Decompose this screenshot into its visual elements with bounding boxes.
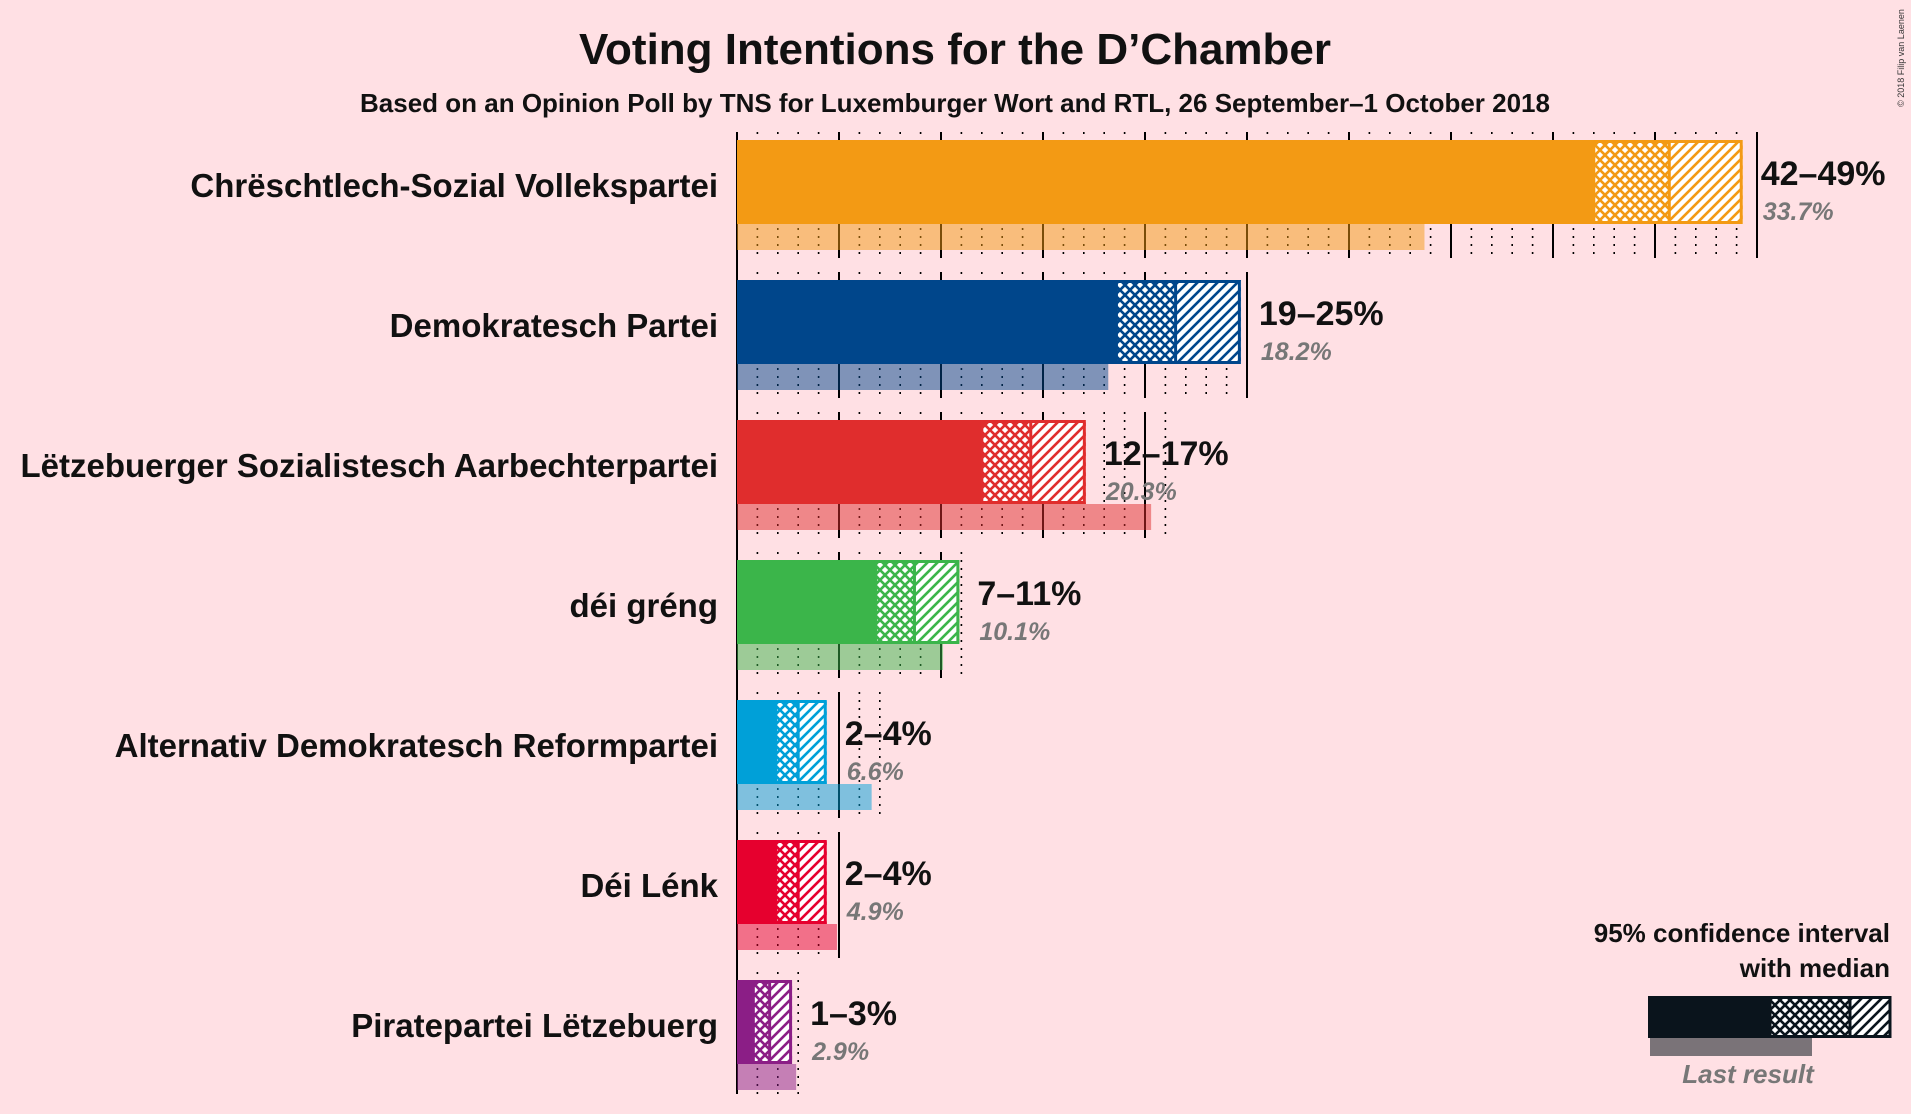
solid-bar-chreschtlech-sozial-vollekspartei: [737, 140, 1594, 224]
range-label-piratepartei-letzebuerg: 1–3%: [810, 995, 897, 1033]
ci-upper-band-alternativ-demokratesch-reformpartei: [798, 700, 827, 784]
range-label-dei-lenk: 2–4%: [845, 855, 932, 893]
legend-ci-outline: [1768, 996, 1892, 1038]
last-result-label-dei-lenk: 4.9%: [846, 898, 904, 926]
ci-outline-alternativ-demokratesch-reformpartei: [774, 700, 827, 784]
ci-upper-band-dei-lenk: [798, 840, 827, 924]
range-label-letzebuerger-sozialistesch-aarbechterpartei: 12–17%: [1104, 435, 1229, 473]
ci-lower-band-chreschtlech-sozial-vollekspartei: [1593, 140, 1670, 224]
party-label-dei-lenk: Déi Lénk: [580, 867, 718, 904]
party-label-demokratesch-partei: Demokratesch Partei: [390, 307, 718, 344]
ci-upper-band-dei-greng: [914, 560, 960, 644]
ci-lower-band-piratepartei-letzebuerg: [753, 980, 770, 1064]
last-result-bar-dei-lenk: [737, 924, 837, 950]
bars: Chrëschtlech-Sozial Vollekspartei 42–49% 3…: [20, 140, 1886, 1090]
party-letzebuerger-sozialistesch-aarbechterpartei: Lëtzebuerger Sozialistesch Aarbechterpar…: [20, 420, 1229, 530]
solid-bar-dei-greng: [737, 560, 876, 644]
copyright: © 2018 Filip van Laenen: [1896, 9, 1906, 107]
ci-lower-band-demokratesch-partei: [1116, 280, 1176, 364]
party-dei-greng: déi gréng 7–11% 10.1%: [569, 560, 1081, 670]
ci-outline-letzebuerger-sozialistesch-aarbechterpartei: [980, 420, 1086, 504]
party-label-dei-greng: déi gréng: [569, 587, 718, 624]
last-result-label-demokratesch-partei: 18.2%: [1261, 338, 1332, 366]
legend-last-result-label: Last result: [1682, 1059, 1815, 1089]
party-chreschtlech-sozial-vollekspartei: Chrëschtlech-Sozial Vollekspartei 42–49% 3…: [190, 140, 1886, 250]
solid-bar-letzebuerger-sozialistesch-aarbechterpartei: [737, 420, 982, 504]
ci-outline-piratepartei-letzebuerg: [751, 980, 793, 1064]
party-alternativ-demokratesch-reformpartei: Alternativ Demokratesch Reformpartei 2–4%…: [115, 700, 932, 810]
last-result-bar-dei-greng: [737, 644, 944, 670]
legend-ci-upper-band: [1850, 996, 1891, 1038]
last-result-label-chreschtlech-sozial-vollekspartei: 33.7%: [1763, 198, 1834, 226]
range-label-alternativ-demokratesch-reformpartei: 2–4%: [845, 715, 932, 753]
last-result-bar-piratepartei-letzebuerg: [737, 1064, 797, 1090]
ci-outline-demokratesch-partei: [1114, 280, 1241, 364]
ci-lower-band-alternativ-demokratesch-reformpartei: [775, 700, 799, 784]
ci-upper-band-piratepartei-letzebuerg: [769, 980, 793, 1064]
solid-bar-alternativ-demokratesch-reformpartei: [737, 700, 776, 784]
legend-median-label: with median: [1739, 953, 1890, 983]
ci-upper-band-demokratesch-partei: [1175, 280, 1241, 364]
last-result-label-piratepartei-letzebuerg: 2.9%: [811, 1038, 869, 1066]
party-label-letzebuerger-sozialistesch-aarbechterpartei: Lëtzebuerger Sozialistesch Aarbechterpar…: [20, 447, 718, 484]
last-result-bar-demokratesch-partei: [737, 364, 1109, 390]
ci-lower-band-dei-greng: [875, 560, 915, 644]
last-result-bar-letzebuerger-sozialistesch-aarbechterpartei: [737, 504, 1152, 530]
ci-upper-band-letzebuerger-sozialistesch-aarbechterpartei: [1030, 420, 1086, 504]
last-result-bar-chreschtlech-sozial-vollekspartei: [737, 224, 1425, 250]
party-demokratesch-partei: Demokratesch Partei 19–25% 18.2%: [390, 280, 1384, 390]
ci-lower-band-letzebuerger-sozialistesch-aarbechterpartei: [981, 420, 1031, 504]
ci-lower-band-dei-lenk: [775, 840, 799, 924]
party-label-piratepartei-letzebuerg: Piratepartei Lëtzebuerg: [351, 1007, 718, 1044]
ci-upper-band-chreschtlech-sozial-vollekspartei: [1669, 140, 1743, 224]
party-label-alternativ-demokratesch-reformpartei: Alternativ Demokratesch Reformpartei: [115, 727, 718, 764]
solid-bar-demokratesch-partei: [737, 280, 1117, 364]
ci-outline-dei-lenk: [774, 840, 827, 924]
party-piratepartei-letzebuerg: Piratepartei Lëtzebuerg 1–3% 2.9%: [351, 980, 897, 1090]
solid-bar-dei-lenk: [737, 840, 776, 924]
ci-outline-chreschtlech-sozial-vollekspartei: [1592, 140, 1743, 224]
legend-ci-label: 95% confidence interval: [1594, 918, 1890, 948]
party-label-chreschtlech-sozial-vollekspartei: Chrëschtlech-Sozial Vollekspartei: [190, 167, 718, 204]
legend-solid-bar: [1648, 996, 1770, 1038]
legend-ci-lower-band: [1770, 996, 1850, 1038]
last-result-label-dei-greng: 10.1%: [979, 618, 1050, 646]
solid-bar-piratepartei-letzebuerg: [737, 980, 754, 1064]
last-result-bar-alternativ-demokratesch-reformpartei: [737, 784, 872, 810]
party-dei-lenk: Déi Lénk 2–4% 4.9%: [580, 840, 932, 950]
range-label-chreschtlech-sozial-vollekspartei: 42–49%: [1761, 155, 1886, 193]
range-label-dei-greng: 7–11%: [977, 575, 1081, 613]
last-result-label-letzebuerger-sozialistesch-aarbechterpartei: 20.3%: [1105, 478, 1177, 506]
range-label-demokratesch-partei: 19–25%: [1259, 295, 1384, 333]
chart-subtitle: Based on an Opinion Poll by TNS for Luxe…: [360, 88, 1550, 118]
ci-outline-dei-greng: [874, 560, 960, 644]
last-result-label-alternativ-demokratesch-reformpartei: 6.6%: [847, 758, 904, 786]
legend-last-result-bar: [1650, 1036, 1812, 1056]
chart-title: Voting Intentions for the D’Chamber: [579, 25, 1331, 74]
legend: 95% confidence interval with median Last…: [1594, 918, 1892, 1089]
